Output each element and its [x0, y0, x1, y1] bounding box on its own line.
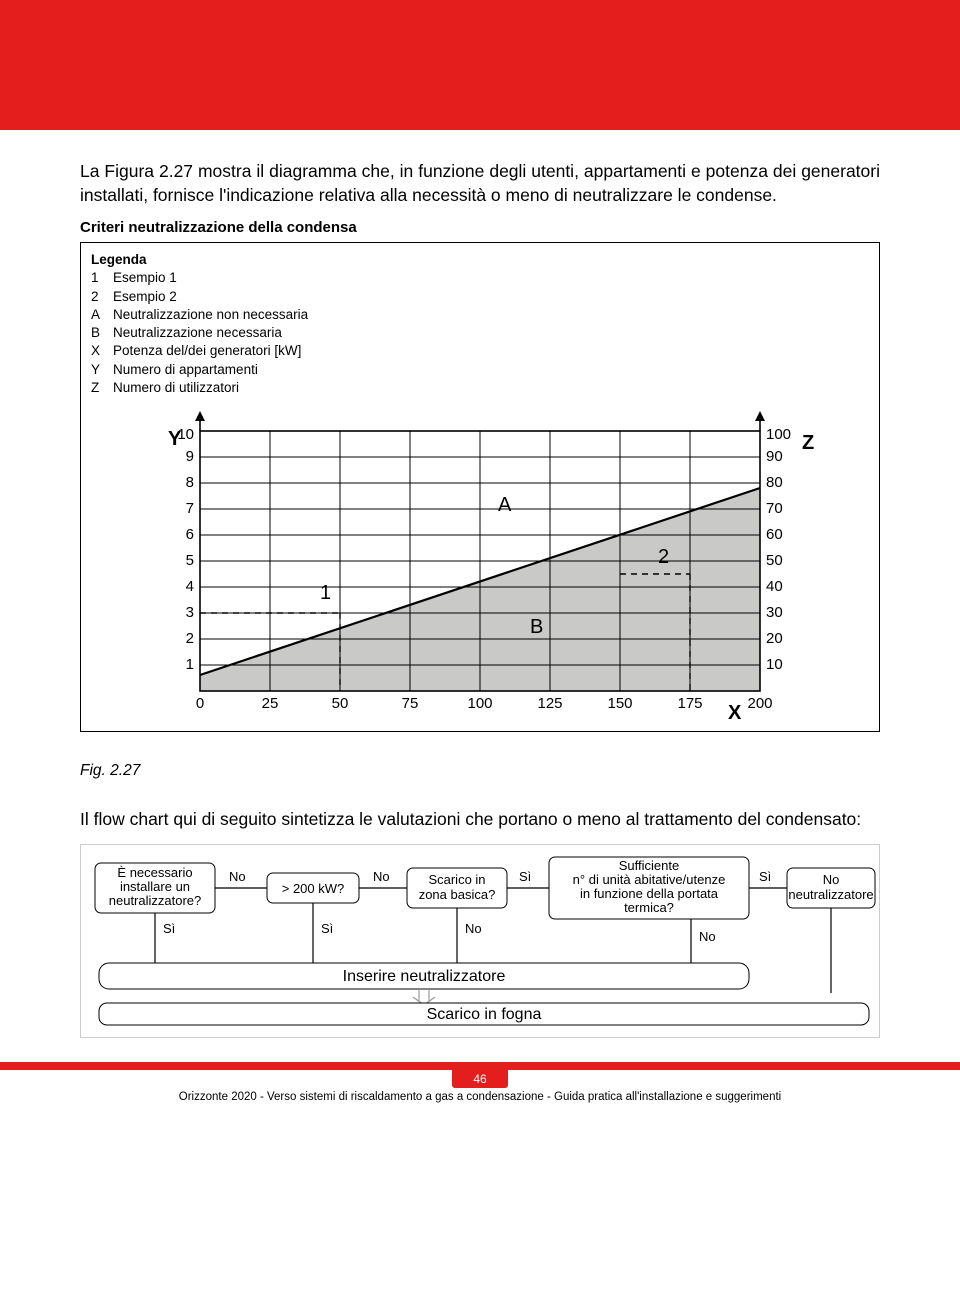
footer-bar	[0, 1062, 960, 1070]
flow-output-text: Scarico in fogna	[427, 1006, 542, 1023]
svg-text:125: 125	[537, 695, 562, 712]
svg-text:zona basica?: zona basica?	[419, 887, 496, 902]
svg-text:3: 3	[186, 604, 194, 621]
svg-text:0: 0	[196, 695, 204, 712]
region-B-label: B	[530, 616, 543, 638]
figure-caption: Fig. 2.27	[80, 762, 880, 780]
condensate-flowchart: È necessario installare un neutralizzato…	[89, 853, 879, 1028]
svg-text:50: 50	[332, 695, 349, 712]
svg-text:> 200 kW?: > 200 kW?	[282, 881, 345, 896]
criteria-title: Criteri neutralizzazione della condensa	[80, 219, 880, 236]
legenda-row: 1Esempio 1	[91, 269, 869, 287]
svg-text:in funzione della portata: in funzione della portata	[580, 886, 719, 901]
y-left-ticks: 1 2 3 4 5 6 7 8 9 10	[177, 426, 194, 673]
svg-text:60: 60	[766, 526, 783, 543]
top-banner	[0, 0, 960, 130]
legenda-row: BNeutralizzazione necessaria	[91, 324, 869, 342]
svg-text:No: No	[229, 869, 246, 884]
svg-text:6: 6	[186, 526, 194, 543]
svg-text:neutralizzatore?: neutralizzatore?	[109, 893, 202, 908]
arrowhead-icon	[195, 411, 205, 421]
y-right-ticks: 10 20 30 40 50 60 70 80 90 100	[766, 426, 791, 673]
chart-container: Legenda 1Esempio 1 2Esempio 2 ANeutraliz…	[80, 242, 880, 732]
legenda-title: Legenda	[91, 251, 869, 269]
legenda-row: ANeutralizzazione non necessaria	[91, 306, 869, 324]
svg-text:neutralizzatore: neutralizzatore	[788, 887, 873, 902]
svg-text:Sì: Sì	[321, 921, 333, 936]
svg-text:8: 8	[186, 474, 194, 491]
svg-text:No: No	[465, 921, 482, 936]
svg-text:70: 70	[766, 500, 783, 517]
svg-text:Sì: Sì	[163, 921, 175, 936]
page-content: La Figura 2.27 mostra il diagramma che, …	[0, 130, 960, 1038]
region-A-label: A	[498, 494, 512, 516]
svg-text:È necessario: È necessario	[117, 865, 192, 880]
neutralization-chart: Y Z X A B 1 2 0 25 50 75 100 125	[120, 411, 840, 721]
svg-text:n° di unità abitative/utenze: n° di unità abitative/utenze	[573, 872, 726, 887]
legenda-row: XPotenza del/dei generatori [kW]	[91, 342, 869, 360]
legenda: Legenda 1Esempio 1 2Esempio 2 ANeutraliz…	[91, 251, 869, 397]
x-label: X	[728, 702, 742, 721]
svg-text:10: 10	[766, 656, 783, 673]
footer-text: Orizzonte 2020 - Verso sistemi di riscal…	[0, 1088, 960, 1111]
svg-text:10: 10	[177, 426, 194, 443]
arrowhead-icon	[755, 411, 765, 421]
flow-bar-text: Inserire neutralizzatore	[343, 968, 506, 985]
svg-text:175: 175	[677, 695, 702, 712]
svg-text:50: 50	[766, 552, 783, 569]
svg-text:200: 200	[747, 695, 772, 712]
svg-text:installare un: installare un	[120, 879, 190, 894]
svg-text:No: No	[823, 872, 840, 887]
svg-text:9: 9	[186, 448, 194, 465]
svg-text:100: 100	[467, 695, 492, 712]
svg-text:75: 75	[402, 695, 419, 712]
svg-text:30: 30	[766, 604, 783, 621]
x-ticks: 0 25 50 75 100 125 150 175 200	[196, 695, 773, 712]
y-right-label: Z	[802, 432, 814, 454]
page-number: 46	[452, 1070, 508, 1088]
svg-text:Sufficiente: Sufficiente	[619, 858, 679, 873]
svg-text:4: 4	[186, 578, 194, 595]
svg-text:No: No	[373, 869, 390, 884]
svg-text:Sì: Sì	[519, 869, 531, 884]
svg-text:2: 2	[186, 630, 194, 647]
legenda-row: YNumero di appartamenti	[91, 361, 869, 379]
svg-text:20: 20	[766, 630, 783, 647]
svg-text:termica?: termica?	[624, 900, 674, 915]
svg-text:1: 1	[186, 656, 194, 673]
svg-text:7: 7	[186, 500, 194, 517]
svg-text:100: 100	[766, 426, 791, 443]
svg-text:80: 80	[766, 474, 783, 491]
svg-text:Scarico in: Scarico in	[428, 872, 485, 887]
flow-down-labels: Sì Sì No No	[163, 921, 716, 944]
svg-text:No: No	[699, 929, 716, 944]
svg-text:25: 25	[262, 695, 279, 712]
svg-text:5: 5	[186, 552, 194, 569]
legenda-row: 2Esempio 2	[91, 288, 869, 306]
legenda-row: ZNumero di utilizzatori	[91, 379, 869, 397]
svg-text:40: 40	[766, 578, 783, 595]
svg-text:150: 150	[607, 695, 632, 712]
svg-text:Sì: Sì	[759, 869, 771, 884]
example-2-label: 2	[658, 546, 669, 568]
svg-text:90: 90	[766, 448, 783, 465]
example-1-label: 1	[320, 582, 331, 604]
intro-paragraph: La Figura 2.27 mostra il diagramma che, …	[80, 160, 880, 207]
flowchart-intro: Il flow chart qui di seguito sintetizza …	[80, 808, 880, 832]
footer: 46 Orizzonte 2020 - Verso sistemi di ris…	[0, 1062, 960, 1111]
flowchart-container: È necessario installare un neutralizzato…	[80, 844, 880, 1038]
